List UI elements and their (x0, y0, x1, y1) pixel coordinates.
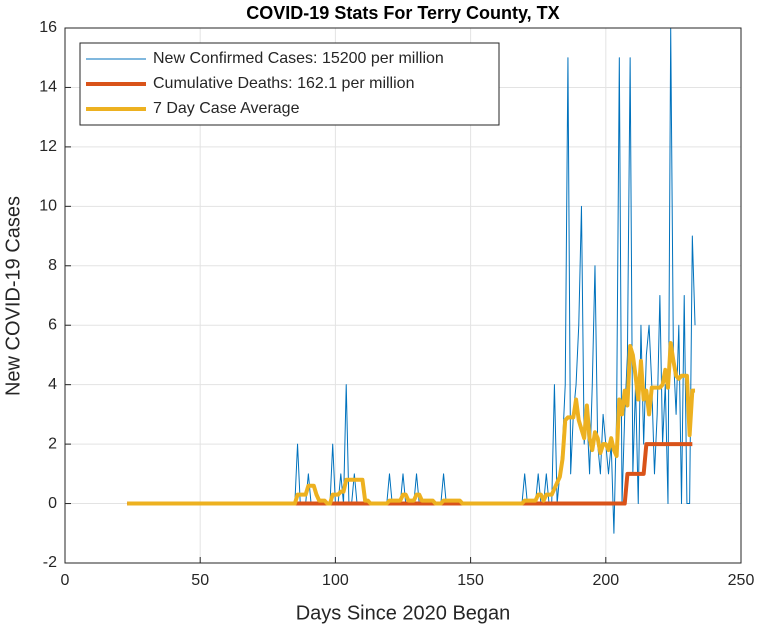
y-tick-label: 16 (39, 19, 57, 36)
y-tick-label: 2 (48, 435, 57, 452)
legend-label: Cumulative Deaths: 162.1 per million (153, 75, 414, 92)
x-tick-label: 0 (61, 572, 70, 589)
y-tick-label: 10 (39, 198, 57, 215)
plot-lines (127, 27, 696, 534)
chart-title: COVID-19 Stats For Terry County, TX (246, 3, 559, 23)
legend-label: New Confirmed Cases: 15200 per million (153, 50, 444, 67)
series-line (127, 341, 696, 506)
x-tick-label: 200 (592, 572, 619, 589)
x-tick-label: 50 (191, 572, 209, 589)
y-tick-label: 0 (48, 495, 57, 512)
legend-label: 7 Day Case Average (153, 100, 300, 117)
y-tick-label: -2 (43, 554, 57, 571)
y-axis-label: New COVID-19 Cases (2, 196, 24, 396)
x-tick-label: 250 (728, 572, 755, 589)
x-axis-label: Days Since 2020 Began (296, 602, 511, 624)
y-tick-label: 12 (39, 138, 57, 155)
legend-box (79, 42, 500, 126)
axes-box (64, 27, 742, 564)
y-tick-label: 6 (48, 316, 57, 333)
x-tick-label: 150 (457, 572, 484, 589)
legend: New Confirmed Cases: 15200 per million Cu… (79, 42, 500, 126)
y-tick-label: 4 (48, 376, 57, 393)
y-tick-label: 14 (39, 79, 57, 96)
y-tick-label: 8 (48, 257, 57, 274)
x-tick-label: 100 (322, 572, 349, 589)
